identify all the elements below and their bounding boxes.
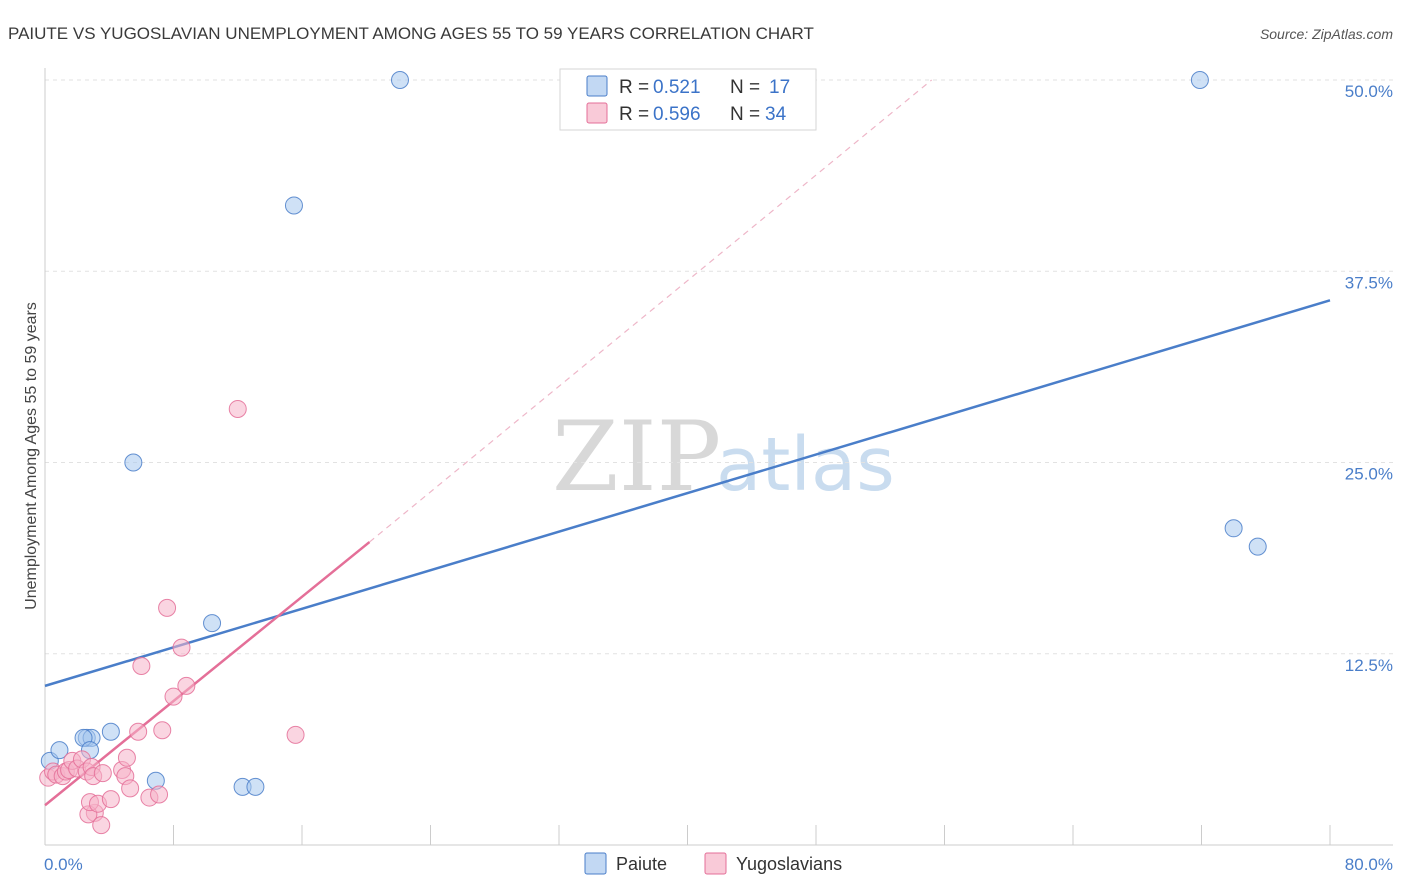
trend-lines (44, 79, 1331, 807)
legend-paiute-label: Paiute (616, 854, 667, 874)
paiute-point (1248, 537, 1267, 556)
chart-source: Source: ZipAtlas.com (1260, 26, 1393, 42)
watermark: ZIP atlas (552, 401, 895, 513)
legend-paiute-swatch (584, 852, 607, 875)
paiute-point (1190, 71, 1209, 89)
paiute-point (390, 71, 409, 89)
yugoslavians-point (177, 676, 196, 695)
yugoslavians-point (228, 399, 247, 418)
y-tick-label: 12.5% (1345, 656, 1393, 675)
yugoslavians-point (121, 779, 140, 798)
y-tick-label: 50.0% (1345, 82, 1393, 101)
yugoslavians-point (129, 722, 148, 741)
paiute-point (1224, 519, 1243, 538)
x-tick-label-min: 0.0% (44, 855, 83, 874)
x-tick-label-max: 80.0% (1345, 855, 1393, 874)
paiute-point (246, 777, 265, 796)
watermark-zip: ZIP (552, 401, 721, 513)
paiute-point (124, 453, 143, 472)
stats-legend: R = 0.521 N = 17 R = 0.596 N = 34 (559, 68, 817, 131)
paiute-swatch (586, 75, 608, 97)
y-tick-label: 37.5% (1345, 273, 1393, 292)
data-points (39, 71, 1267, 835)
yugoslavians-trend-line (44, 541, 371, 807)
paiute-trend-line (44, 299, 1331, 688)
watermark-atlas: atlas (716, 422, 895, 508)
yugoslavians-point (158, 598, 177, 617)
y-tick-labels: 12.5% 25.0% 37.5% 50.0% (1345, 82, 1393, 675)
gridlines (45, 79, 1393, 655)
yugoslavians-point (117, 748, 136, 767)
paiute-n-value: 17 (769, 77, 790, 98)
yugoslavians-point (92, 816, 111, 835)
paiute-r-label: R = (619, 77, 649, 98)
paiute-n-label: N = (730, 77, 760, 98)
yugoslavians-n-label: N = (730, 104, 760, 125)
y-tick-label: 25.0% (1345, 465, 1393, 484)
yugoslavians-point (93, 764, 112, 783)
yugoslavians-point (132, 656, 151, 675)
paiute-point (284, 196, 303, 215)
yugoslavians-point (172, 638, 191, 657)
yugoslavians-r-label: R = (619, 104, 649, 125)
yugoslavians-point (164, 687, 183, 706)
yugoslavians-point (286, 725, 305, 744)
yugoslavians-point (101, 790, 120, 809)
paiute-point (50, 741, 69, 760)
yugoslavians-r-value: 0.596 (653, 104, 701, 125)
yugoslavians-n-value: 34 (765, 104, 787, 125)
paiute-point (203, 614, 222, 633)
legend-yugoslavians-label: Yugoslavians (736, 854, 842, 874)
yugoslavians-swatch (586, 102, 608, 124)
paiute-r-value: 0.521 (653, 77, 701, 98)
series-legend: Paiute Yugoslavians (584, 852, 842, 875)
yugoslavians-trend-extension (369, 79, 933, 543)
y-axis-label: Unemployment Among Ages 55 to 59 years (23, 302, 40, 610)
paiute-point (101, 722, 120, 741)
yugoslavians-point (153, 721, 172, 740)
chart-title: PAIUTE VS YUGOSLAVIAN UNEMPLOYMENT AMONG… (8, 24, 814, 43)
axes (44, 68, 1393, 846)
yugoslavians-point (150, 785, 169, 804)
legend-yugoslavians-swatch (704, 852, 727, 875)
